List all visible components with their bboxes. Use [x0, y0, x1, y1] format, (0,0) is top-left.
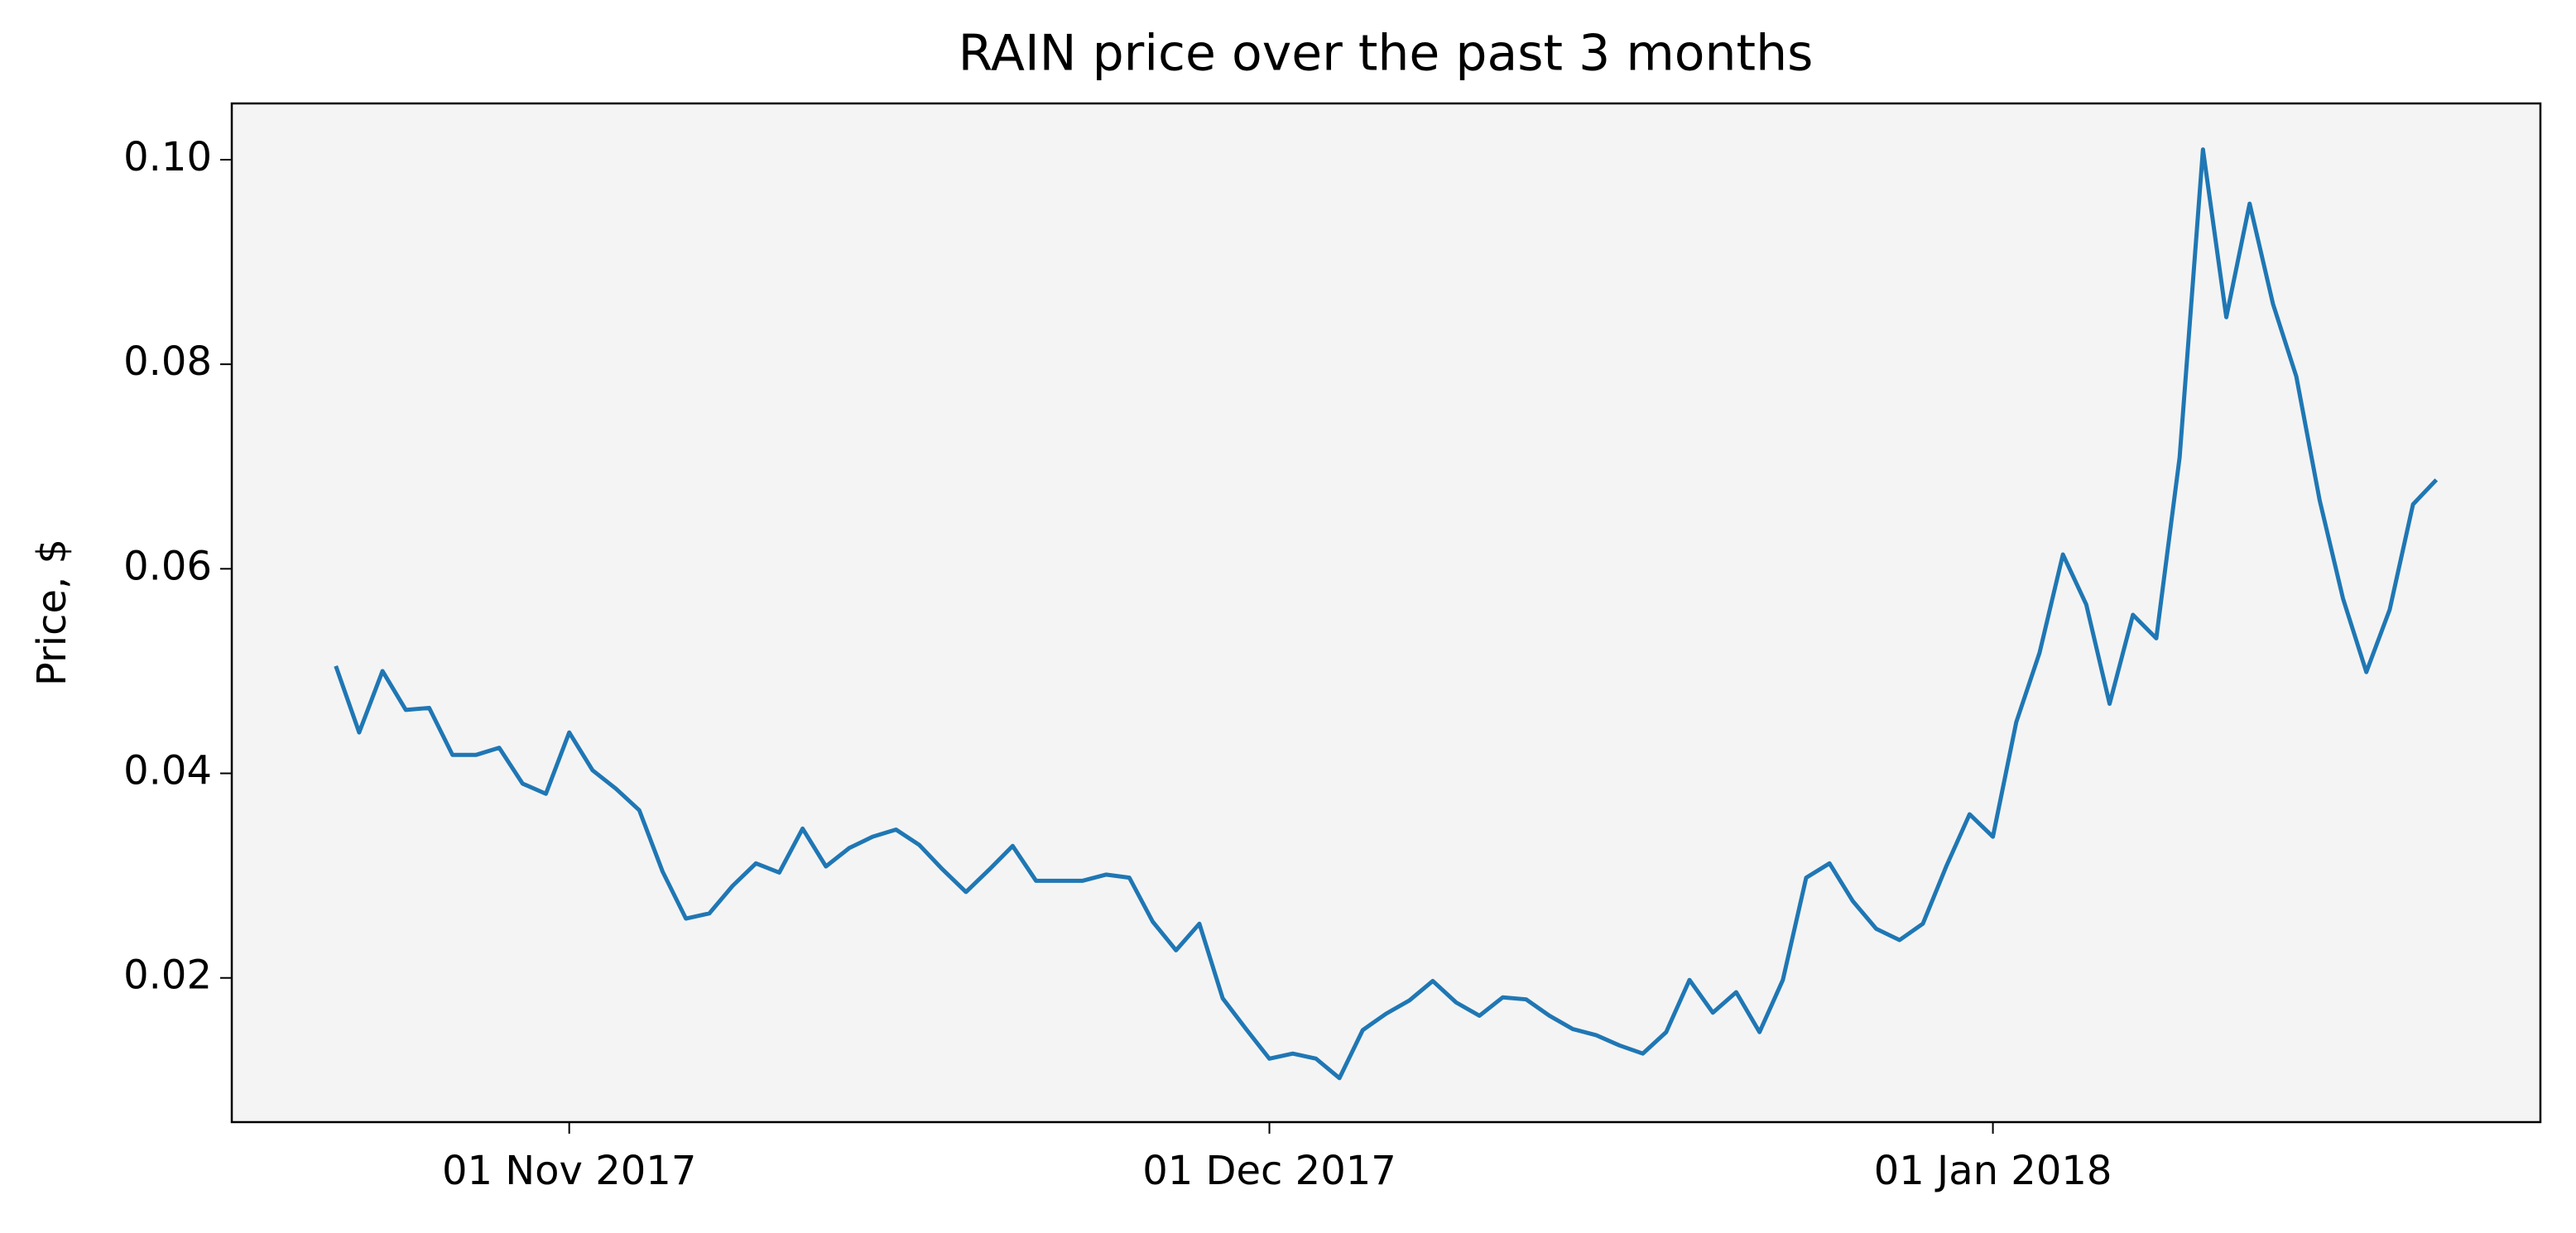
y-tick-label: 0.06: [123, 543, 212, 589]
y-tick-label: 0.10: [123, 134, 212, 180]
price-line: [334, 147, 2439, 1081]
x-tick-label: 01 Dec 2017: [1142, 1148, 1396, 1194]
x-tick-label: 01 Jan 2018: [1874, 1148, 2112, 1194]
y-tick-label: 0.04: [123, 748, 212, 794]
chart-title: RAIN price over the past 3 months: [959, 25, 1814, 83]
x-tick-label: 01 Nov 2017: [442, 1148, 696, 1194]
axes-frame: [230, 102, 2542, 1124]
y-tick-label: 0.08: [123, 338, 212, 385]
y-axis-label: Price, $: [29, 539, 75, 686]
y-tick-label: 0.02: [123, 952, 212, 999]
plot-area: [232, 103, 2540, 1122]
